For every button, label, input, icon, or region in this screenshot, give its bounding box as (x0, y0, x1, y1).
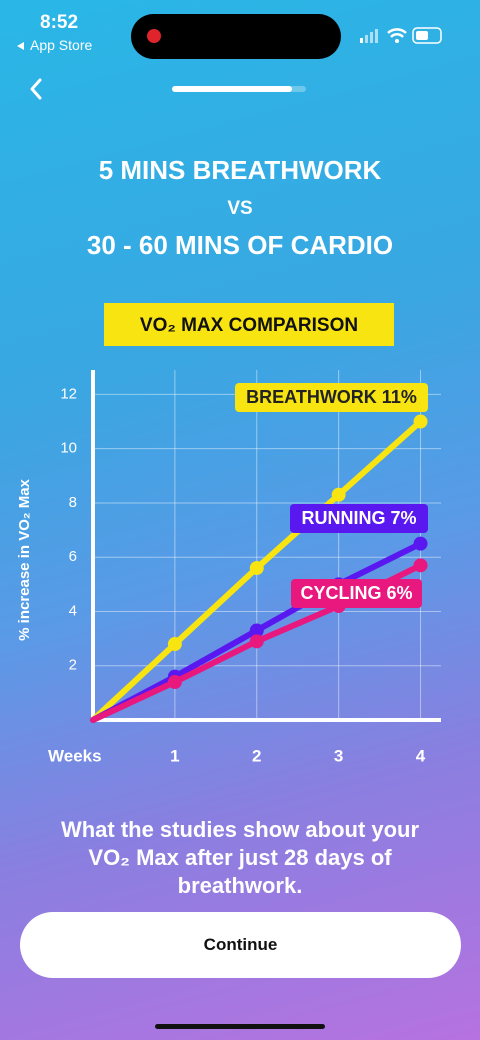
data-point (249, 561, 264, 576)
y-tick-label: 8 (69, 494, 77, 511)
continue-button[interactable]: Continue (20, 912, 461, 978)
y-tick-label: 2 (69, 657, 77, 674)
y-tick-label: 6 (69, 548, 77, 565)
y-tick-label: 4 (69, 602, 77, 619)
top-decor (30, 14, 442, 100)
data-point (331, 487, 346, 502)
x-axis-label: Weeks (48, 746, 102, 765)
data-point (90, 717, 96, 723)
chart-title: VO₂ MAX COMPARISON (140, 315, 358, 336)
heading: 30 - 60 MINS OF CARDIO (86, 230, 394, 260)
data-point (167, 637, 182, 652)
y-tick-label: 10 (60, 440, 77, 457)
back-triangle (17, 42, 24, 50)
legend-pill (291, 579, 422, 608)
back-button[interactable] (30, 78, 42, 100)
data-point (413, 558, 428, 573)
status-time: 8:52 (40, 12, 79, 33)
data-point (249, 623, 264, 638)
data-point (413, 414, 428, 429)
data-point (249, 634, 264, 649)
y-axis-label: % increase in VO₂ Max (16, 478, 33, 640)
description: What the studies show about your VO₂ Max… (60, 817, 420, 898)
home-indicator (155, 1024, 325, 1029)
title-pill (104, 303, 394, 346)
heading: 5 MINS BREATHWORK (98, 155, 382, 185)
x-tick-label: 1 (170, 746, 179, 765)
heading: VS (227, 198, 253, 219)
legend-label: CYCLING 6% (300, 583, 412, 603)
y-tick-label: 12 (60, 385, 77, 402)
legend-pill (290, 504, 428, 533)
data-point (413, 536, 428, 551)
legend-label: BREATHWORK 11% (246, 387, 417, 407)
x-tick-label: 2 (252, 746, 261, 765)
data-point (167, 675, 182, 690)
x-tick-label: 4 (416, 746, 426, 765)
back-to-app[interactable]: App Store (30, 37, 93, 53)
chart: VO₂ MAX COMPARISON % increase in VO₂ Max… (16, 303, 428, 765)
legend-pill (235, 383, 428, 412)
legend-label: RUNNING 7% (301, 508, 416, 528)
x-tick-label: 3 (334, 746, 343, 765)
